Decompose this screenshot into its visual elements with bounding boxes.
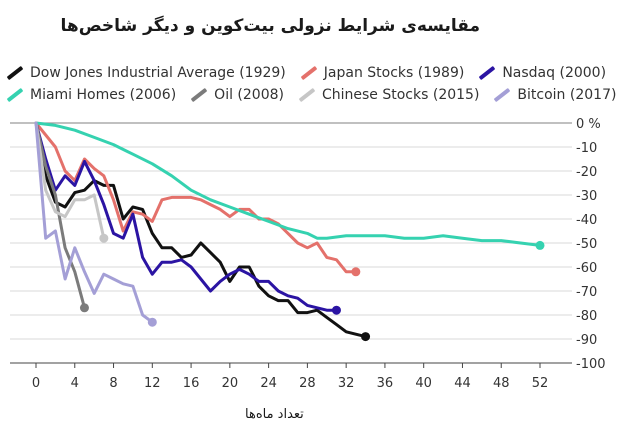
legend-label: Miami Homes (2006) — [30, 87, 177, 103]
x-tick-label: 32 — [338, 376, 355, 391]
series-line-4 — [34, 121, 86, 310]
legend-label: Chinese Stocks (2015) — [321, 87, 480, 103]
series-line-3 — [34, 121, 542, 247]
series-end-marker-2 — [331, 305, 341, 315]
x-tick-label: 24 — [260, 376, 277, 391]
legend-swatch — [6, 87, 24, 103]
legend-item: Dow Jones Industrial Average (1929) — [6, 65, 286, 81]
x-tick-label: 8 — [109, 376, 117, 391]
series-line-5 — [34, 121, 106, 240]
x-tick-label: 4 — [71, 376, 79, 391]
series-end-marker-3 — [535, 240, 545, 250]
y-tick-label: -10 — [576, 141, 597, 156]
legend-swatch — [6, 65, 24, 81]
x-tick-label: 16 — [183, 376, 200, 391]
x-axis-label: تعداد ماه‌ها — [245, 407, 304, 422]
x-tick-label: 12 — [144, 376, 161, 391]
legend-label: Bitcoin (2017) — [517, 87, 617, 103]
chart-title: مقایسه‌ی شرایط نزولی بیت‌کوین و دیگر شاخ… — [60, 16, 480, 36]
series-line-6 — [34, 121, 154, 324]
x-tick-label: 20 — [222, 376, 239, 391]
legend-label: Japan Stocks (1989) — [323, 65, 465, 81]
legend-label: Dow Jones Industrial Average (1929) — [30, 65, 286, 81]
legend-swatch — [300, 65, 318, 81]
legend-row: Dow Jones Industrial Average (1929) Japan… — [6, 62, 616, 84]
legend-swatch — [479, 65, 496, 81]
x-tick-label: 48 — [493, 376, 510, 391]
series-line-0 — [34, 121, 367, 339]
y-tick-label: -30 — [576, 189, 597, 204]
legend-item: Bitcoin (2017) — [493, 87, 616, 103]
series-end-marker-1 — [351, 267, 361, 277]
series-line-1 — [34, 121, 358, 274]
y-tick-label: -50 — [576, 237, 597, 252]
legend-label: Oil (2008) — [214, 87, 284, 103]
series-end-marker-4 — [79, 303, 89, 313]
x-tick-label: 52 — [532, 376, 549, 391]
series-end-marker-6 — [147, 317, 157, 327]
y-tick-label: -20 — [576, 165, 597, 180]
legend-item: Chinese Stocks (2015) — [298, 87, 479, 103]
legend-item: Miami Homes (2006) — [6, 87, 176, 103]
legend-item: Japan Stocks (1989) — [300, 65, 465, 81]
legend-swatch — [494, 87, 511, 103]
y-tick-label: -70 — [576, 285, 597, 300]
y-tick-label: -60 — [576, 261, 597, 276]
legend-item: Oil (2008) — [190, 87, 284, 103]
y-tick-label: -100 — [576, 357, 606, 372]
legend-item: Nasdaq (2000) — [478, 65, 606, 81]
series-line-2 — [34, 121, 338, 312]
y-tick-label: -90 — [576, 333, 597, 348]
series-lines — [34, 121, 545, 342]
legend-swatch — [298, 87, 316, 103]
legend-row: Miami Homes (2006) Oil (2008) Chinese Stoc… — [6, 84, 616, 106]
x-tick-label: 0 — [32, 376, 40, 391]
y-tick-label: 0 % — [576, 117, 601, 132]
y-tick-label: -40 — [576, 213, 597, 228]
x-tick-label: 36 — [377, 376, 394, 391]
x-tick-label: 44 — [454, 376, 471, 391]
series-end-marker-0 — [361, 332, 371, 342]
x-tick-label: 28 — [299, 376, 316, 391]
y-tick-label: -80 — [576, 309, 597, 324]
legend: Dow Jones Industrial Average (1929) Japan… — [6, 62, 616, 106]
x-tick-label: 40 — [415, 376, 432, 391]
legend-label: Nasdaq (2000) — [502, 65, 607, 81]
legend-swatch — [190, 87, 208, 103]
series-end-marker-5 — [99, 233, 109, 243]
